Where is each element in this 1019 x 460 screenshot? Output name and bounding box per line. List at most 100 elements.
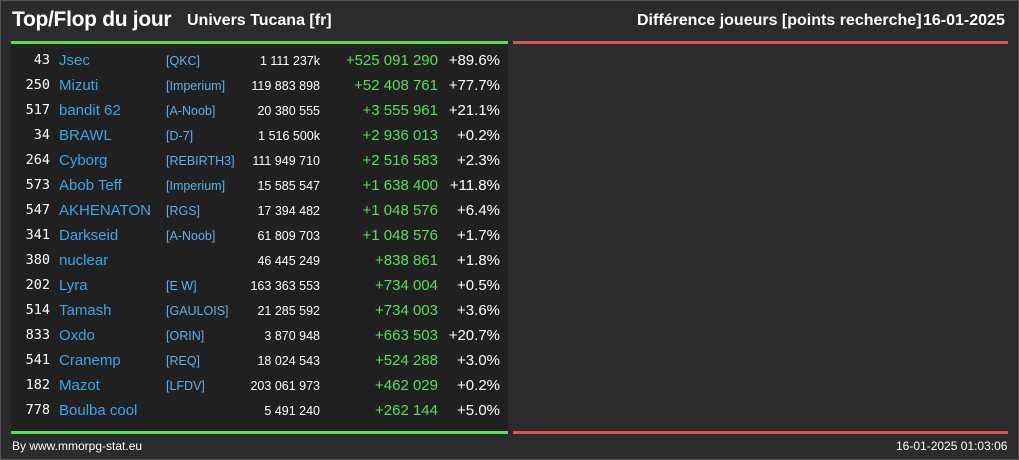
generated-timestamp: 16-01-2025 01:03:06 bbox=[896, 439, 1008, 453]
player-rank: 182 bbox=[25, 377, 50, 393]
player-rank: 778 bbox=[25, 402, 50, 418]
percent-change: +1.7% bbox=[457, 227, 500, 244]
player-points: 203 061 973 bbox=[250, 379, 320, 393]
table-row: 517 bandit 62 [A-Noob] 20 380 555 +3 555 961… bbox=[11, 98, 508, 123]
points-difference: +734 003 bbox=[375, 302, 438, 319]
table-row: 34 BRAWL [D-7] 1 516 500k +2 936 013 +0.2% bbox=[11, 123, 508, 148]
player-points: 3 870 948 bbox=[264, 329, 320, 343]
player-name-link[interactable]: Cyborg bbox=[59, 152, 108, 169]
player-name-link[interactable]: Boulba cool bbox=[59, 402, 138, 419]
player-points: 46 445 249 bbox=[257, 254, 320, 268]
points-difference: +1 048 576 bbox=[362, 202, 439, 219]
percent-change: +3.0% bbox=[457, 352, 500, 369]
player-name-link[interactable]: Lyra bbox=[59, 277, 88, 294]
top-panel-accent-bottom bbox=[11, 431, 508, 434]
alliance-tag-link[interactable]: [REQ] bbox=[166, 354, 201, 368]
alliance-tag-link[interactable]: [D-7] bbox=[166, 129, 194, 143]
player-name-link[interactable]: Oxdo bbox=[59, 327, 95, 344]
player-points: 20 380 555 bbox=[257, 104, 320, 118]
points-difference: +524 288 bbox=[375, 352, 438, 369]
percent-change: +2.3% bbox=[457, 152, 500, 169]
player-points: 1 111 237k bbox=[259, 54, 320, 68]
player-rank: 380 bbox=[25, 252, 50, 268]
table-row: 547 AKHENATON [RGS] 17 394 482 +1 048 576 +6.… bbox=[11, 198, 508, 223]
player-rank: 514 bbox=[25, 302, 50, 318]
percent-change: +20.7% bbox=[448, 327, 500, 344]
player-name-link[interactable]: Tamash bbox=[59, 302, 112, 319]
player-name-link[interactable]: BRAWL bbox=[59, 127, 112, 144]
player-points: 119 883 898 bbox=[251, 79, 320, 93]
percent-change: +11.8% bbox=[449, 177, 500, 194]
top-players-list: 43 Jsec [QKC] 1 111 237k +525 091 290 +89.6% 2… bbox=[11, 48, 508, 423]
metric-label: Différence joueurs [points recherche] bbox=[637, 12, 922, 29]
player-rank: 250 bbox=[25, 77, 50, 93]
player-name-link[interactable]: bandit 62 bbox=[59, 102, 121, 119]
player-name-link[interactable]: Mazot bbox=[59, 377, 100, 394]
percent-change: +3.6% bbox=[457, 302, 500, 319]
flop-panel-accent-bottom bbox=[513, 431, 1008, 434]
player-rank: 833 bbox=[25, 327, 50, 343]
points-difference: +734 004 bbox=[375, 277, 438, 294]
percent-change: +0.2% bbox=[457, 377, 500, 394]
player-name-link[interactable]: Jsec bbox=[59, 52, 90, 69]
player-name-link[interactable]: Cranemp bbox=[59, 352, 121, 369]
table-row: 341 Darkseid [A-Noob] 61 809 703 +1 048 576 +… bbox=[11, 223, 508, 248]
table-row: 573 Abob Teff [Imperium] 15 585 547 +1 638 4… bbox=[11, 173, 508, 198]
percent-change: +0.5% bbox=[457, 277, 500, 294]
player-name-link[interactable]: Abob Teff bbox=[59, 177, 122, 194]
player-rank: 517 bbox=[25, 102, 50, 118]
alliance-tag-link[interactable]: [A-Noob] bbox=[166, 229, 216, 243]
top-panel-accent-top bbox=[11, 41, 508, 44]
points-difference: +2 936 013 bbox=[362, 127, 439, 144]
points-difference: +525 091 290 bbox=[345, 52, 438, 69]
player-rank: 43 bbox=[33, 52, 50, 68]
alliance-tag-link[interactable]: [QKC] bbox=[166, 54, 201, 68]
percent-change: +21.1% bbox=[448, 102, 500, 119]
player-points: 17 394 482 bbox=[257, 204, 320, 218]
points-difference: +663 503 bbox=[375, 327, 438, 344]
player-points: 1 516 500k bbox=[258, 129, 320, 143]
flop-panel bbox=[513, 42, 1008, 433]
table-row: 182 Mazot [LFDV] 203 061 973 +462 029 +0.2% bbox=[11, 373, 508, 398]
points-difference: +3 555 961 bbox=[362, 102, 439, 119]
alliance-tag-link[interactable]: [REBIRTH3] bbox=[166, 154, 235, 168]
player-rank: 547 bbox=[25, 202, 50, 218]
table-row: 250 Mizuti [Imperium] 119 883 898 +52 408 76… bbox=[11, 73, 508, 98]
percent-change: +1.8% bbox=[457, 252, 500, 269]
player-name-link[interactable]: Mizuti bbox=[59, 77, 99, 94]
alliance-tag-link[interactable]: [A-Noob] bbox=[166, 104, 216, 118]
player-points: 163 363 553 bbox=[250, 279, 320, 293]
player-name-link[interactable]: AKHENATON bbox=[59, 202, 151, 219]
player-rank: 541 bbox=[25, 352, 50, 368]
player-rank: 264 bbox=[25, 152, 50, 168]
alliance-tag-link[interactable]: [Imperium] bbox=[166, 179, 226, 193]
alliance-tag-link[interactable]: [RGS] bbox=[166, 204, 201, 218]
alliance-tag-link[interactable]: [ORIN] bbox=[166, 329, 205, 343]
top-panel bbox=[11, 42, 508, 433]
alliance-tag-link[interactable]: [GAULOIS] bbox=[166, 304, 229, 318]
table-row: 43 Jsec [QKC] 1 111 237k +525 091 290 +89.6% bbox=[11, 48, 508, 73]
table-row: 514 Tamash [GAULOIS] 21 285 592 +734 003 +3.6… bbox=[11, 298, 508, 323]
points-difference: +838 861 bbox=[375, 252, 438, 269]
table-row: 833 Oxdo [ORIN] 3 870 948 +663 503 +20.7% bbox=[11, 323, 508, 348]
points-difference: +1 638 400 bbox=[362, 177, 439, 194]
player-name-link[interactable]: Darkseid bbox=[59, 227, 119, 244]
player-rank: 202 bbox=[25, 277, 50, 293]
alliance-tag-link[interactable]: [LFDV] bbox=[166, 379, 205, 393]
table-row: 264 Cyborg [REBIRTH3] 111 949 710 +2 516 583… bbox=[11, 148, 508, 173]
percent-change: +89.6% bbox=[448, 52, 500, 69]
alliance-tag-link[interactable]: [E W] bbox=[166, 279, 197, 293]
player-points: 21 285 592 bbox=[257, 304, 320, 318]
points-difference: +2 516 583 bbox=[362, 152, 439, 169]
page-title: Top/Flop du jour bbox=[12, 8, 172, 31]
percent-change: +6.4% bbox=[457, 202, 500, 219]
player-rank: 34 bbox=[33, 127, 50, 143]
alliance-tag-link[interactable]: [Imperium] bbox=[166, 79, 226, 93]
player-name-link[interactable]: nuclear bbox=[59, 252, 109, 269]
player-points: 18 024 543 bbox=[257, 354, 320, 368]
percent-change: +77.7% bbox=[448, 77, 500, 94]
player-points: 5 491 240 bbox=[264, 404, 320, 418]
percent-change: +0.2% bbox=[457, 127, 500, 144]
points-difference: +462 029 bbox=[375, 377, 438, 394]
